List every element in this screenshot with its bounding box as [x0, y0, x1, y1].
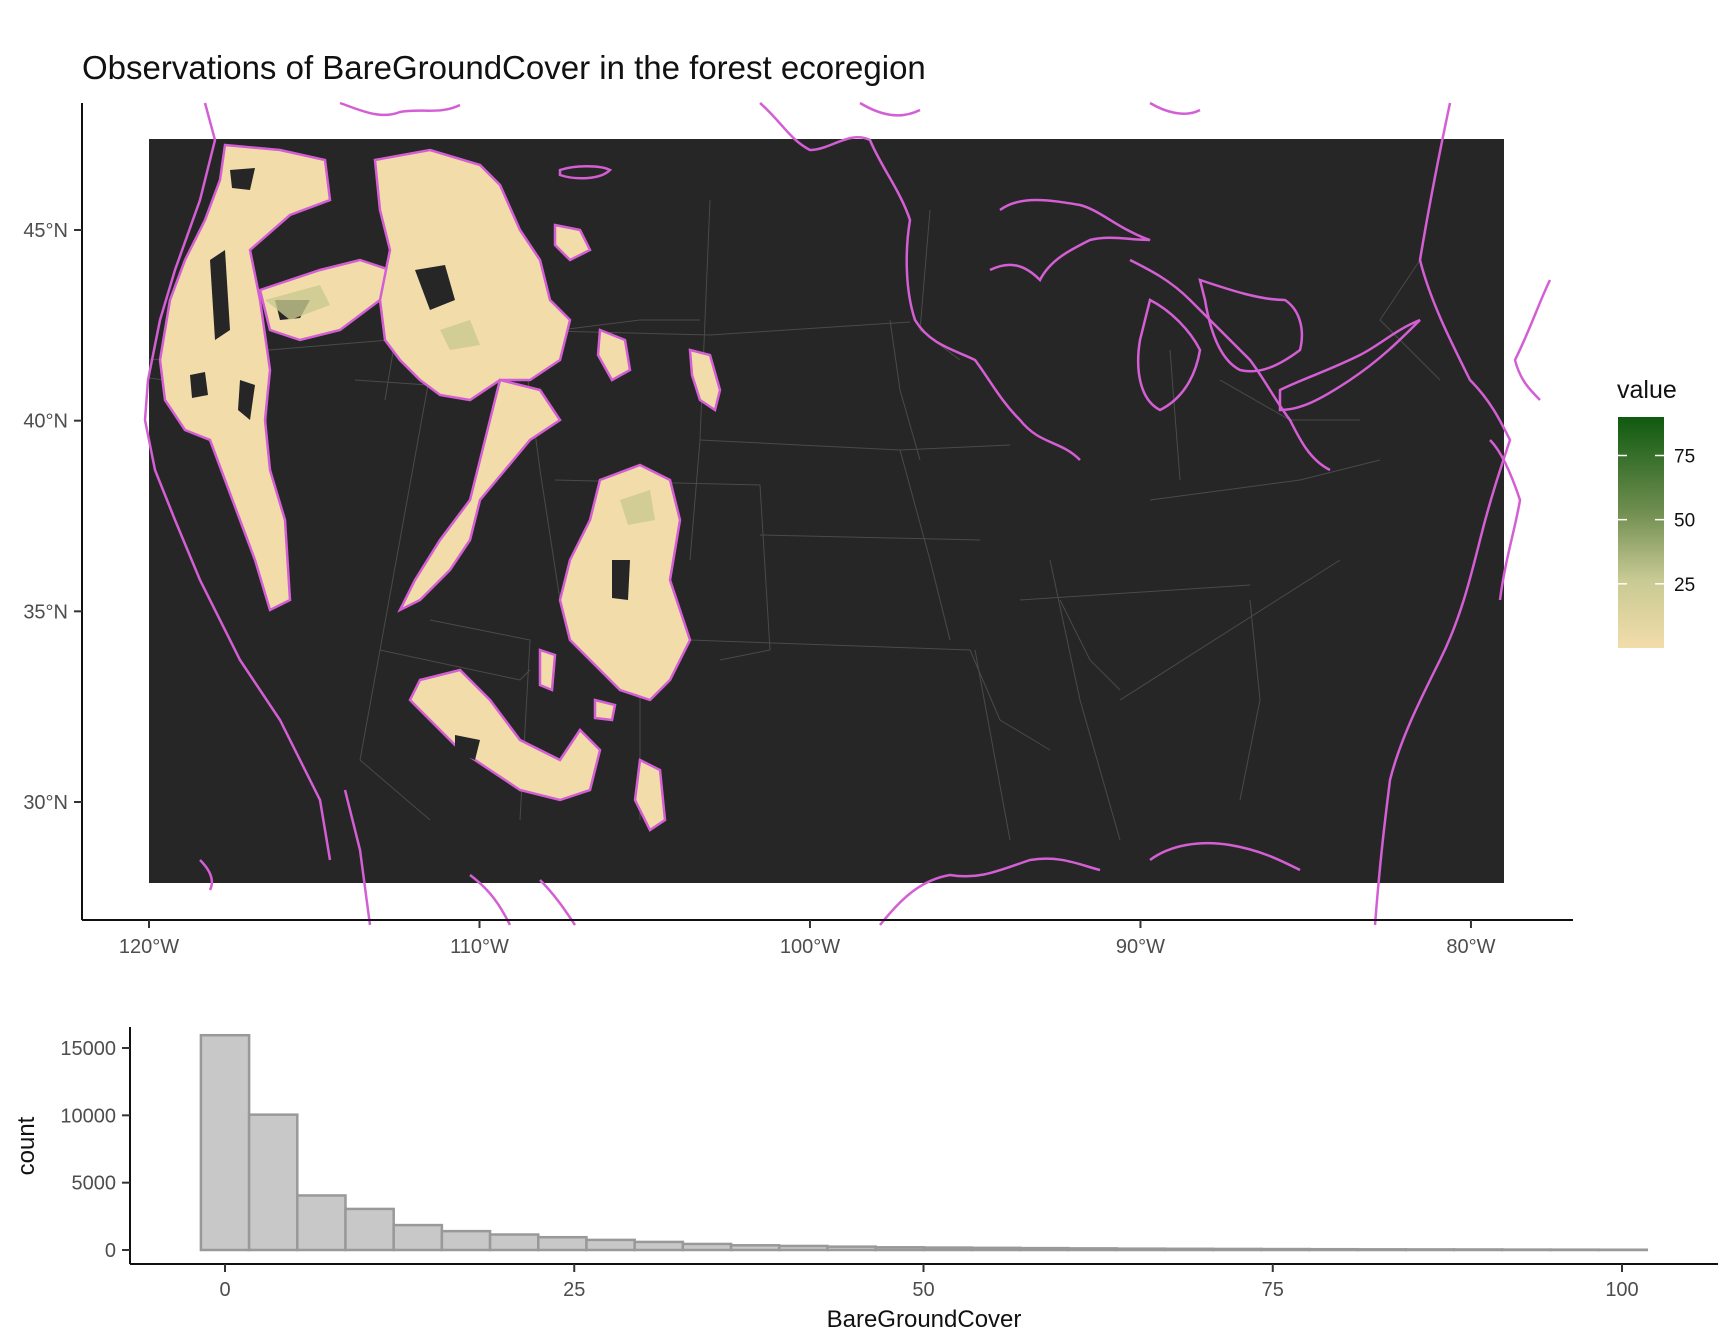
map-x-tick-label: 100°W [780, 936, 840, 958]
map-y-axis: 45°N 40°N 35°N 30°N [23, 220, 82, 814]
map-y-tick-label: 35°N [23, 601, 68, 623]
map-plot: 120°W 110°W 100°W 90°W 80°W 45°N 40°N 35°N 30°N [23, 101, 1573, 958]
hist-y-tick-label: 5000 [72, 1173, 117, 1195]
histogram-bar [1163, 1247, 1215, 1252]
histogram-bar [633, 1240, 685, 1252]
histogram-bar [970, 1246, 1022, 1252]
hist-y-tick-label: 15000 [60, 1038, 116, 1060]
histogram-bar [729, 1244, 781, 1252]
map-y-tick-label: 45°N [23, 220, 68, 242]
hist-x-axis: 0 25 50 75 100 [219, 1264, 1639, 1301]
histogram-bar [199, 1033, 251, 1252]
histogram-bar [826, 1245, 877, 1252]
histogram-bar [537, 1235, 588, 1252]
histogram-bar [392, 1223, 444, 1252]
histogram-bar [1115, 1247, 1167, 1252]
map-y-tick-label: 30°N [23, 792, 68, 814]
hist-y-tick-label: 10000 [60, 1105, 116, 1127]
histogram-bar [1404, 1248, 1456, 1252]
histogram-bar [922, 1246, 974, 1252]
legend-title: value [1617, 376, 1677, 404]
hist-x-tick-label: 50 [912, 1279, 934, 1301]
map-y-tick-label: 40°N [23, 411, 68, 433]
histogram-bar [1018, 1246, 1070, 1252]
legend-colorbar [1618, 417, 1664, 648]
hist-x-tick-label: 25 [563, 1279, 585, 1301]
legend-tick-label: 50 [1674, 511, 1695, 532]
histogram-bar [1067, 1247, 1118, 1252]
hist-y-axis: 0 5000 10000 15000 [60, 1038, 130, 1262]
histogram-bar [1356, 1248, 1408, 1252]
legend-tick-label: 25 [1674, 575, 1695, 596]
histogram-bar [247, 1113, 299, 1252]
histogram-bar [585, 1238, 636, 1252]
histogram-bar [1211, 1247, 1263, 1252]
hist-x-tick-label: 75 [1262, 1279, 1284, 1301]
histogram-bar [344, 1207, 395, 1252]
histogram-bar [296, 1194, 347, 1252]
hist-y-tick-label: 0 [105, 1240, 116, 1262]
map-legend: value 25 50 75 [1617, 376, 1695, 648]
map-raster-background [149, 139, 1504, 883]
map-title: Observations of BareGroundCover in the f… [82, 49, 926, 86]
hist-x-axis-title: BareGroundCover [827, 1306, 1022, 1333]
ecoregion-greenish-patches [265, 285, 655, 525]
map-x-tick-label: 90°W [1116, 936, 1165, 958]
hist-x-tick-label: 0 [219, 1279, 230, 1301]
histogram-bar [681, 1242, 733, 1252]
histogram-bar [874, 1246, 926, 1252]
coastlines [143, 101, 1552, 926]
map-x-tick-label: 120°W [119, 936, 179, 958]
map-x-tick-label: 80°W [1446, 936, 1495, 958]
legend-ticks: 25 50 75 [1618, 447, 1695, 596]
histogram-bar [488, 1233, 540, 1252]
legend-tick-label: 75 [1674, 447, 1695, 468]
map-x-tick-label: 110°W [450, 936, 509, 958]
map-x-axis: 120°W 110°W 100°W 90°W 80°W [119, 920, 1496, 958]
histogram-bar [778, 1244, 829, 1252]
hist-x-tick-label: 100 [1605, 1279, 1638, 1301]
histogram-bars [199, 1033, 1649, 1252]
histogram: 0 25 50 75 100 0 5000 10000 15000 BareGroundCov… [13, 1027, 1718, 1333]
hist-y-axis-title: count [13, 1116, 40, 1175]
histogram-bar [1259, 1247, 1311, 1252]
histogram-bar [440, 1229, 492, 1252]
histogram-bar [1452, 1248, 1504, 1252]
histogram-bar [1308, 1247, 1359, 1252]
